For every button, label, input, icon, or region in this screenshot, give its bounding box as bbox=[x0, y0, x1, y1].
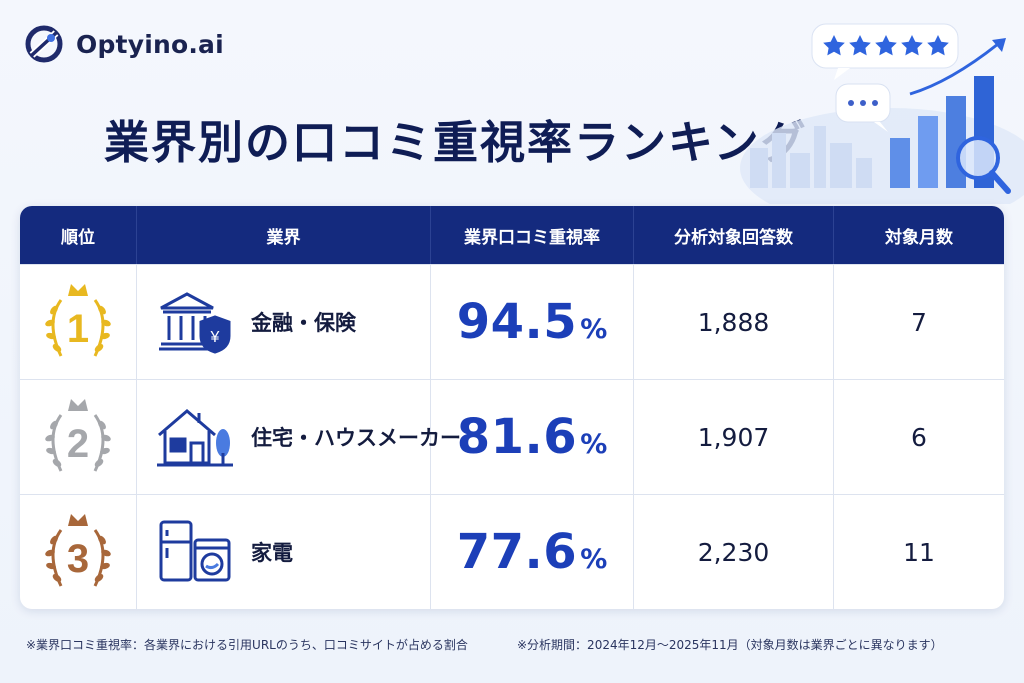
footnote-period: ※分析期間：2024年12月〜2025年11月（対象月数は業界ごとに異なります） bbox=[517, 638, 943, 652]
logo-icon bbox=[25, 25, 63, 63]
header-rank: 順位 bbox=[20, 206, 137, 264]
rating-bubble bbox=[811, 23, 959, 80]
months-cell: 11 bbox=[903, 537, 935, 567]
rate-cell: 81.6% bbox=[431, 380, 634, 494]
rank-number: 3 bbox=[67, 537, 89, 581]
rate-percent: % bbox=[580, 313, 608, 345]
star-icon bbox=[875, 35, 897, 56]
crown-icon bbox=[68, 399, 88, 411]
trend-arrow-icon bbox=[909, 42, 999, 96]
crown-icon bbox=[68, 284, 88, 296]
star-icon bbox=[927, 35, 949, 56]
bronze-medal-icon: 3 bbox=[45, 514, 111, 587]
rank-number: 1 bbox=[67, 307, 89, 351]
industry-cell: 家電 bbox=[137, 495, 431, 609]
rate-percent: % bbox=[580, 428, 608, 460]
industry-name: 家電 bbox=[251, 541, 293, 565]
bank-icon: ¥ bbox=[159, 292, 231, 354]
rate-value: 94.5 bbox=[456, 294, 578, 350]
crown-icon bbox=[68, 514, 88, 526]
table-row: 1 ¥ 金融・保険 94.5% 1,888 7 bbox=[20, 264, 1004, 379]
rank-cell: 1 bbox=[20, 265, 137, 379]
months-cell: 7 bbox=[911, 307, 927, 337]
svg-text:¥: ¥ bbox=[210, 329, 220, 346]
house-icon bbox=[157, 409, 233, 467]
rank-number: 2 bbox=[67, 422, 89, 466]
ranking-table: 順位 業界 業界口コミ重視率 分析対象回答数 対象月数 bbox=[20, 206, 1004, 609]
star-icon bbox=[849, 35, 871, 56]
silver-medal-icon: 2 bbox=[45, 399, 111, 472]
page-title: 業界別の口コミ重視率ランキング bbox=[104, 116, 808, 169]
industry-cell: ¥ 金融・保険 bbox=[137, 265, 431, 379]
hero-illustration bbox=[740, 23, 1024, 204]
table-row: 2 住宅・ハウスメーカー 81.6% 1,907 6 bbox=[20, 379, 1004, 494]
rank-cell: 3 bbox=[20, 495, 137, 609]
star-icon bbox=[823, 35, 845, 56]
rate-cell: 94.5% bbox=[431, 265, 634, 379]
rank-cell: 2 bbox=[20, 380, 137, 494]
footnote-definition: ※業界口コミ重視率：各業界における引用URLのうち、口コミサイトが占める割合 bbox=[26, 638, 468, 652]
table-header: 順位 業界 業界口コミ重視率 分析対象回答数 対象月数 bbox=[20, 206, 1004, 264]
speech-bubble-icon bbox=[835, 83, 891, 132]
rate-value: 77.6 bbox=[456, 524, 578, 580]
responses-cell: 1,907 bbox=[634, 380, 834, 494]
city-silhouette bbox=[750, 126, 872, 188]
brand-name: Optyino.ai bbox=[76, 29, 224, 59]
months-cell: 6 bbox=[911, 422, 927, 452]
responses-cell: 1,888 bbox=[634, 265, 834, 379]
industry-cell: 住宅・ハウスメーカー bbox=[137, 380, 461, 494]
star-icon bbox=[901, 35, 923, 56]
table-row: 3 家電 77.6% 2,230 11 bbox=[20, 494, 1004, 609]
header-months: 対象月数 bbox=[885, 227, 953, 248]
header-responses: 分析対象回答数 bbox=[634, 206, 834, 264]
industry-name: 住宅・ハウスメーカー bbox=[251, 426, 461, 450]
brand-logo[interactable]: Optyino.ai bbox=[22, 22, 224, 66]
rate-percent: % bbox=[580, 543, 608, 575]
rate-cell: 77.6% bbox=[431, 495, 634, 609]
header-rate: 業界口コミ重視率 bbox=[431, 206, 634, 264]
gold-medal-icon: 1 bbox=[45, 284, 111, 357]
magnifier-icon bbox=[956, 136, 1011, 194]
responses-cell: 2,230 bbox=[634, 495, 834, 609]
rate-value: 81.6 bbox=[456, 409, 578, 465]
header-industry: 業界 bbox=[137, 206, 431, 264]
appliance-icon bbox=[159, 520, 231, 582]
industry-name: 金融・保険 bbox=[251, 311, 356, 335]
